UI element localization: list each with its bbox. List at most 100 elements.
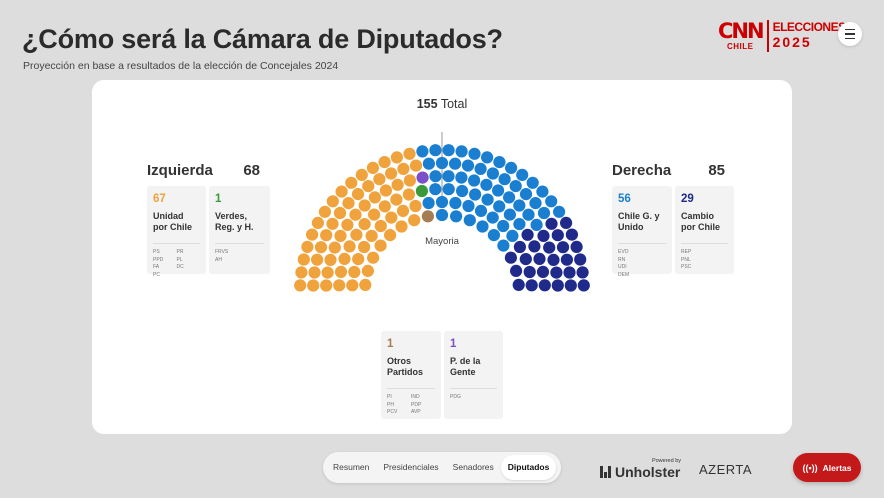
seat-cambio (537, 229, 550, 242)
seat-cambio (560, 253, 573, 266)
seat-cambio (563, 266, 576, 279)
seat-unidad (335, 185, 348, 198)
party-card-gente[interactable]: 1 P. de la Gente PDG (444, 331, 503, 419)
elecciones-year: 2025 (772, 34, 812, 50)
seat-cambio (504, 251, 517, 264)
left-bloc-name: Izquierda (147, 162, 213, 179)
seat-cambio (577, 279, 590, 292)
party-member: PL (176, 256, 183, 263)
unholster-name: Unholster (615, 464, 681, 480)
cnn-elecciones-logo[interactable]: CNN CHILE ELECCIONES 2025 (718, 20, 846, 52)
seat-chile-vamos (442, 183, 455, 196)
seat-chile-vamos (474, 204, 488, 217)
seat-chile-vamos (456, 184, 469, 198)
seat-chile-vamos (509, 180, 522, 193)
party-divider (681, 243, 728, 244)
seat-cambio (510, 264, 523, 277)
seat-cambio (519, 253, 532, 266)
party-member: EVO (618, 249, 629, 255)
seat-chile-vamos (487, 229, 500, 242)
seat-unidad (409, 199, 422, 213)
azerta-logo[interactable]: AZERTA (699, 462, 753, 477)
party-count: 1 (215, 193, 222, 205)
seat-chile-vamos (493, 200, 506, 213)
page-title: ¿Cómo será la Cámara de Diputados? (22, 24, 503, 54)
right-bloc-total: 85 (708, 162, 725, 179)
alerts-button[interactable]: ((•)) Alertas (793, 453, 861, 482)
seat-chile-vamos (463, 214, 476, 227)
party-count: 1 (387, 338, 394, 350)
seat-unidad (408, 214, 421, 227)
unholster-logo[interactable]: Powered by Unholster (600, 458, 681, 480)
party-member: PPD (153, 256, 164, 263)
party-divider (387, 388, 435, 389)
left-bloc-total: 68 (243, 162, 260, 179)
party-member: AH (215, 256, 222, 263)
seat-unidad (384, 229, 397, 242)
seat-unidad (328, 241, 341, 254)
seat-chile-vamos (429, 170, 442, 183)
seat-chile-vamos (505, 161, 518, 174)
seat-cambio (564, 279, 577, 292)
menu-button[interactable] (838, 22, 862, 46)
seat-chile-vamos (536, 185, 549, 198)
seat-unidad (346, 279, 359, 292)
party-member: AVP (411, 409, 421, 415)
tab-presidenciales[interactable]: Presidenciales (383, 462, 439, 472)
party-member: DC (176, 264, 184, 270)
party-card-unidad[interactable]: 67 Unidad por Chile PS PR PPD PL FA DC P… (147, 186, 206, 278)
cnn-logo-text: CNN (718, 19, 765, 43)
party-member: FRVS (215, 249, 229, 255)
seat-unidad (295, 266, 308, 279)
seat-unidad (368, 208, 381, 221)
cnn-logo-sub: CHILE (727, 42, 754, 51)
party-count: 29 (681, 193, 694, 205)
seat-unidad (397, 162, 410, 175)
tab-resumen[interactable]: Resumen (333, 462, 370, 472)
party-card-otros[interactable]: 1 Otros Partidos PI IND PH PDP PCV AVP (381, 331, 441, 419)
cnn-chile-logo: CNN CHILE (718, 19, 765, 51)
seat-chile-vamos (449, 157, 462, 170)
seat-unidad (361, 264, 374, 277)
seat-cambio (533, 252, 546, 265)
seat-unidad (409, 159, 423, 172)
party-card-cambio[interactable]: 29 Cambio por Chile REP PNL PSC (675, 186, 734, 274)
brand-divider (766, 20, 769, 52)
seat-unidad (391, 178, 404, 191)
seat-chile-vamos (429, 144, 442, 157)
party-name: Chile G. y Unido (618, 211, 660, 232)
seat-chile-vamos (497, 239, 510, 252)
seat-unidad (367, 251, 380, 264)
tab-diputados[interactable]: Diputados (500, 455, 557, 480)
party-card-chile-grande[interactable]: 56 Chile G. y Unido EVO RN UDI DEM (612, 186, 672, 278)
tab-senadores[interactable]: Senadores (452, 462, 494, 472)
seat-unidad (326, 217, 339, 230)
party-member: REP (681, 249, 692, 255)
seat-chile-vamos (486, 211, 499, 224)
seat-unidad (307, 279, 320, 292)
seat-cambio (551, 229, 564, 242)
seat-unidad (379, 184, 392, 197)
seat-cambio (538, 279, 551, 292)
seat-chile-vamos (486, 167, 499, 180)
seat-unidad (352, 253, 365, 266)
seat-unidad (385, 167, 398, 180)
party-divider (153, 243, 200, 244)
seat-unidad (311, 253, 324, 266)
seat-unidad (345, 176, 358, 189)
alerts-label: Alertas (822, 462, 852, 473)
seat-unidad (373, 173, 386, 186)
party-card-verdes[interactable]: 1 Verdes, Reg. y H. FRVS AH (209, 186, 270, 274)
seat-unidad (349, 208, 362, 221)
seat-unidad (362, 180, 375, 193)
party-name: Otros Partidos (387, 356, 424, 377)
seat-cambio (536, 265, 550, 278)
party-member: PCV (387, 409, 398, 415)
hamburger-icon (845, 27, 855, 41)
seat-unidad (355, 168, 368, 181)
seat-otros (421, 210, 434, 223)
seat-chile-vamos (493, 156, 506, 169)
party-members: EVO RN UDI DEM (618, 249, 666, 278)
seat-cambio (512, 278, 525, 291)
seat-cambio (560, 216, 573, 229)
